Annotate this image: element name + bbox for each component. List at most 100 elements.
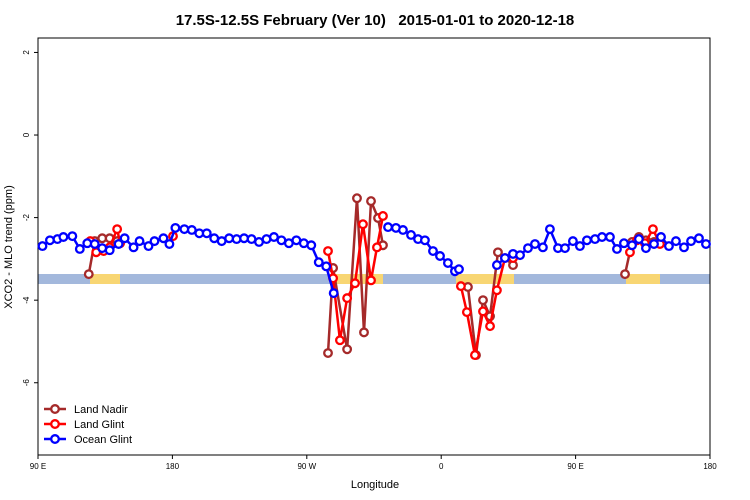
point (428, 246, 438, 256)
legend-marker (50, 404, 60, 414)
y-tick-label: 2 (22, 50, 31, 55)
point (656, 232, 666, 242)
y-tick-label: -6 (22, 379, 31, 387)
point (567, 236, 578, 247)
point (478, 306, 488, 317)
point (491, 285, 502, 296)
point (648, 224, 658, 235)
point (149, 236, 160, 247)
legend-marker (50, 419, 60, 429)
point (104, 245, 115, 256)
point (419, 235, 430, 246)
point (620, 269, 630, 280)
point (383, 222, 393, 233)
chart-title: 17.5S-12.5S February (Ver 10) 2015-01-01… (176, 12, 575, 29)
point (44, 235, 55, 246)
point (627, 240, 637, 251)
point (359, 327, 369, 338)
legend-marker (50, 434, 60, 444)
series (37, 222, 711, 299)
point (633, 234, 644, 245)
point (435, 251, 445, 261)
point (89, 239, 100, 249)
point (406, 229, 416, 240)
point (612, 244, 622, 254)
point (455, 281, 466, 292)
point (350, 278, 360, 289)
point (679, 242, 689, 253)
x-tick-label: 180 (703, 462, 717, 471)
point (164, 239, 175, 249)
land-patch (90, 274, 120, 284)
point (37, 241, 48, 252)
point (342, 344, 353, 355)
point (357, 219, 368, 230)
land-patch (456, 274, 514, 284)
point (398, 225, 408, 235)
point (560, 243, 570, 254)
point (604, 232, 615, 242)
point (342, 293, 353, 304)
point (378, 210, 388, 221)
point (112, 224, 123, 235)
x-tick-label: 0 (439, 462, 444, 471)
legend-label: Ocean Glint (74, 434, 132, 446)
land-patch (626, 274, 660, 284)
point (469, 350, 480, 361)
land-patch (333, 274, 383, 284)
legend-label: Land Glint (74, 419, 124, 431)
point (454, 264, 464, 275)
point (170, 222, 181, 233)
point (544, 224, 555, 235)
y-axis-label: XCO2 - MLO trend (ppm) (3, 185, 15, 308)
point (158, 233, 169, 244)
point (523, 243, 533, 254)
point (335, 335, 345, 346)
point (366, 275, 376, 286)
x-tick-label: 90 E (30, 462, 46, 471)
point (67, 231, 78, 242)
point (581, 235, 592, 246)
point (693, 233, 704, 244)
point (537, 242, 548, 253)
y-tick-label: 0 (22, 132, 31, 137)
point (119, 233, 130, 244)
series-line (459, 256, 514, 356)
point (143, 241, 154, 252)
point (201, 228, 212, 239)
point (515, 250, 525, 261)
point (372, 242, 382, 253)
point (500, 253, 510, 264)
point (701, 239, 711, 249)
point (113, 239, 124, 249)
point (597, 232, 607, 242)
point (478, 295, 488, 306)
x-tick-label: 90 E (567, 462, 583, 471)
point (366, 196, 376, 207)
point (306, 240, 317, 251)
point (313, 257, 324, 268)
point (530, 239, 540, 249)
x-axis-label: Longitude (351, 479, 399, 491)
point (128, 242, 139, 253)
point (323, 348, 333, 358)
point (83, 269, 94, 280)
point (574, 241, 585, 252)
point (686, 236, 696, 247)
point (492, 247, 503, 258)
point (134, 236, 145, 247)
point (491, 260, 502, 271)
point (352, 193, 362, 204)
point (442, 258, 453, 268)
point (640, 243, 651, 254)
point (485, 321, 495, 332)
point (671, 236, 681, 247)
y-tick-label: -4 (22, 296, 31, 304)
legend: Land Nadir Land Glint Ocean Glint (44, 404, 132, 446)
legend-label: Land Nadir (74, 404, 128, 416)
point (321, 261, 332, 272)
point (649, 239, 659, 249)
point (461, 307, 472, 318)
y-tick-label: -2 (22, 213, 31, 221)
